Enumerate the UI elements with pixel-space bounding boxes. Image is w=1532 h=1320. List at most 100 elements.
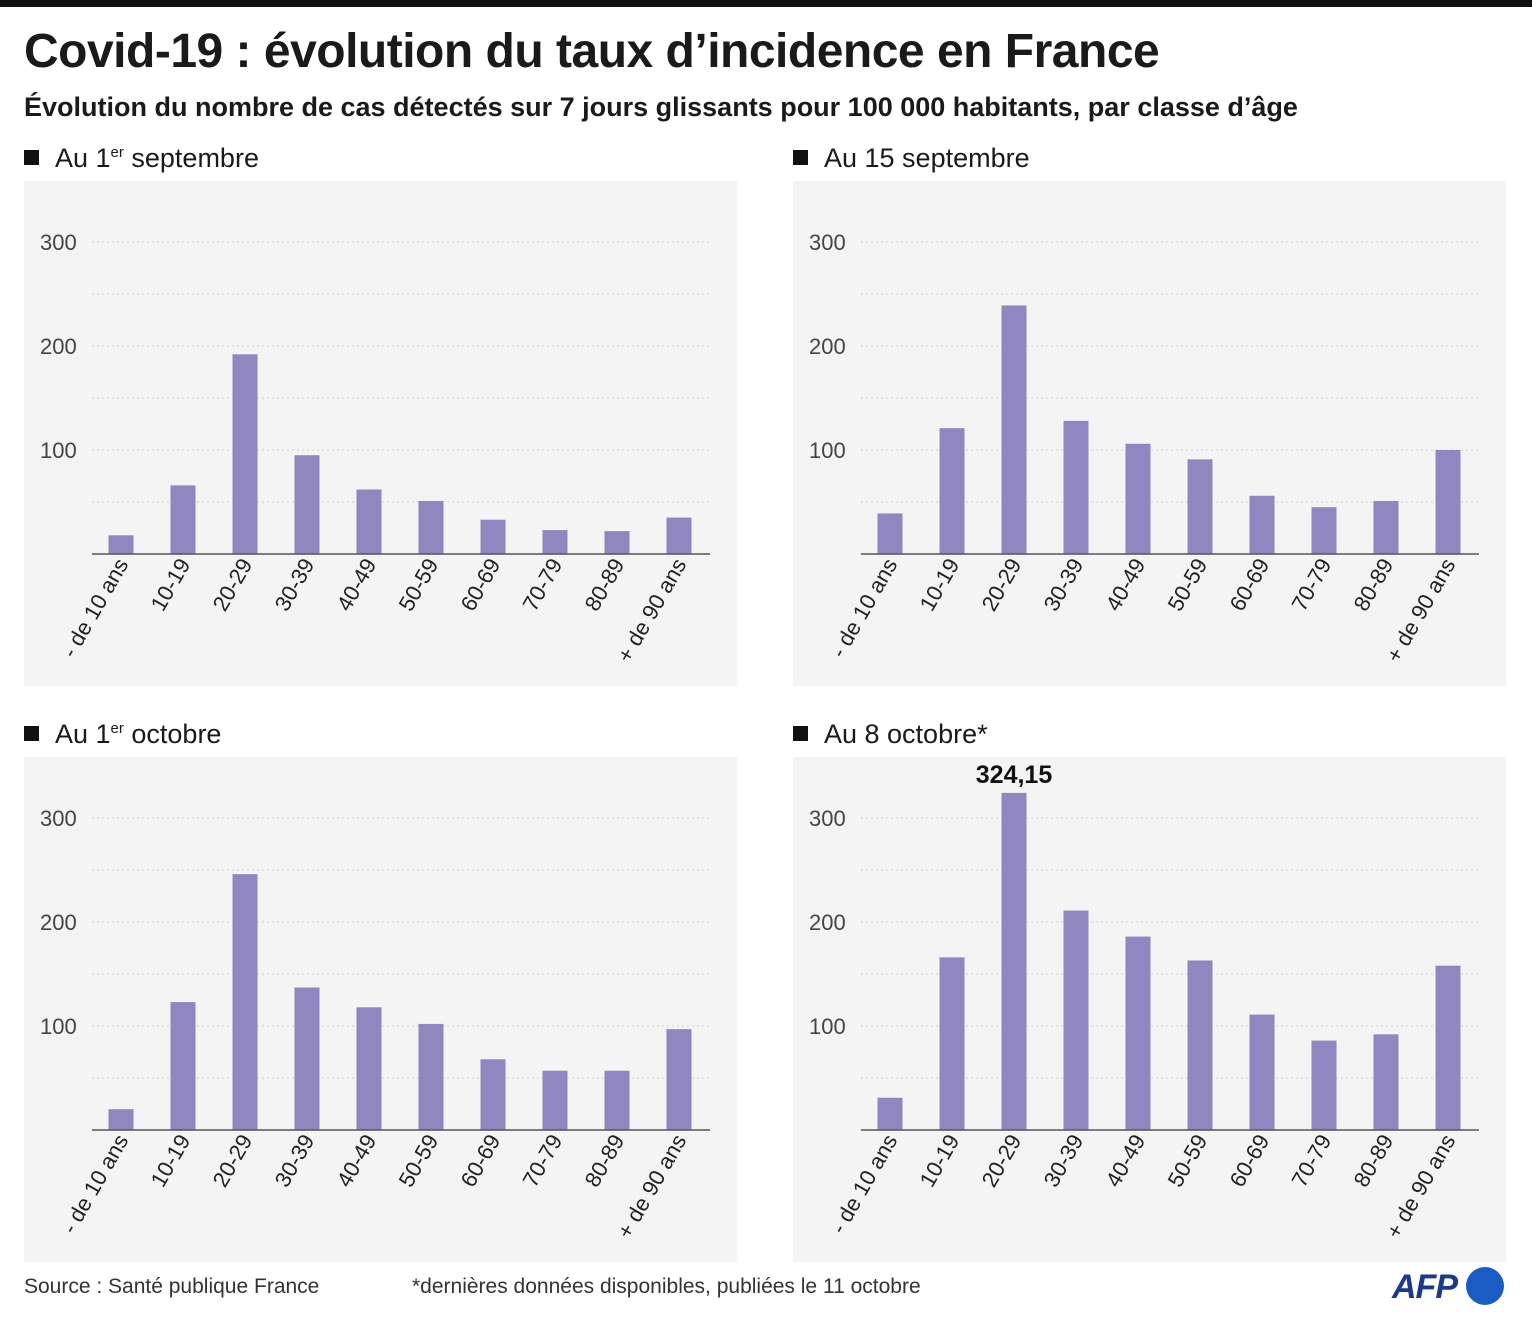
bar-20-29 — [1001, 305, 1027, 554]
x-tick-label: 40-49 — [1101, 554, 1151, 615]
bar-50-59 — [418, 1023, 444, 1130]
x-tick-label: 80-89 — [580, 554, 630, 615]
y-tick-label: 200 — [809, 334, 846, 359]
x-tick-label: - de 10 ans — [826, 1130, 903, 1238]
bar-chart-2: 100 200 300 - de 10 ans 10-19 20-29 30-39 40-49… — [809, 230, 1479, 667]
panel-title-2: Au 15 septembre — [793, 141, 1030, 175]
top-rule — [0, 0, 1532, 7]
x-tick-label: 30-39 — [1039, 1130, 1089, 1191]
panel-title-3: Au 1er octobre — [24, 717, 221, 751]
panel-title-1: Au 1er septembre — [24, 141, 259, 175]
x-tick-label: 60-69 — [1225, 554, 1275, 615]
x-tick-label: - de 10 ans — [57, 1130, 134, 1238]
chart-panel-4: 100 200 300 - de 10 ans 10-19 20-29 30-39 40-49… — [793, 757, 1506, 1262]
y-tick-label: 300 — [809, 230, 846, 255]
x-tick-label: 40-49 — [332, 554, 382, 615]
bar-30-39 — [1063, 910, 1089, 1130]
x-tick-label: 20-29 — [977, 1130, 1027, 1191]
chart-panel-3: 100 200 300 - de 10 ans 10-19 20-29 30-39 40-49… — [24, 757, 737, 1262]
bar-de-10-ans — [108, 1109, 134, 1130]
x-tick-label: 60-69 — [456, 554, 506, 615]
x-tick-label: - de 10 ans — [57, 554, 134, 662]
x-tick-label: 50-59 — [1163, 554, 1213, 615]
y-tick-label: 200 — [40, 334, 77, 359]
x-tick-label: 80-89 — [580, 1130, 630, 1191]
x-tick-label: 20-29 — [208, 554, 258, 615]
page-title: Covid-19 : évolution du taux d’incidence… — [24, 25, 1160, 78]
title-marker — [24, 150, 39, 165]
bar-de-10-ans — [877, 1097, 903, 1130]
bar-30-39 — [1063, 420, 1089, 554]
afp-logo-dot — [1466, 1267, 1504, 1305]
bar-10-19 — [170, 1002, 196, 1130]
bar-de-10-ans — [877, 513, 903, 554]
y-tick-label: 300 — [40, 806, 77, 831]
x-tick-label: 20-29 — [977, 554, 1027, 615]
y-tick-label: 100 — [40, 438, 77, 463]
page-subtitle: Évolution du nombre de cas détectés sur … — [24, 92, 1298, 122]
bar-50-59 — [1187, 459, 1213, 554]
bar-60-69 — [1249, 1014, 1275, 1130]
bar-70-79 — [1311, 1040, 1337, 1130]
x-tick-label: 10-19 — [915, 554, 965, 615]
bar-80-89 — [604, 1070, 630, 1130]
x-tick-label: 20-29 — [208, 1130, 258, 1191]
x-tick-label: 70-79 — [1287, 1130, 1337, 1191]
footnote: *dernières données disponibles, publiées… — [412, 1275, 921, 1298]
bar-40-49 — [356, 489, 382, 554]
x-tick-label: 40-49 — [1101, 1130, 1151, 1191]
bar-70-79 — [542, 530, 568, 554]
x-tick-label: 50-59 — [394, 554, 444, 615]
chart-panel-1: 100 200 300 - de 10 ans 10-19 20-29 30-39 40-49… — [24, 181, 737, 686]
bar-chart-1: 100 200 300 - de 10 ans 10-19 20-29 30-39 40-49… — [40, 230, 710, 667]
bar-60-69 — [1249, 495, 1275, 554]
bar-de-90-ans — [666, 1029, 692, 1130]
x-tick-label: 80-89 — [1349, 554, 1399, 615]
y-tick-label: 100 — [40, 1014, 77, 1039]
bar-70-79 — [1311, 507, 1337, 554]
bar-40-49 — [1125, 936, 1151, 1130]
x-tick-label: 10-19 — [146, 554, 196, 615]
bar-60-69 — [480, 1059, 506, 1130]
bar-80-89 — [1373, 1034, 1399, 1130]
bar-10-19 — [939, 957, 965, 1130]
x-tick-label: 50-59 — [394, 1130, 444, 1191]
x-tick-label: 50-59 — [1163, 1130, 1213, 1191]
x-tick-label: 60-69 — [1225, 1130, 1275, 1191]
bar-de-90-ans — [1435, 965, 1461, 1130]
title-marker — [24, 726, 39, 741]
x-tick-label: 30-39 — [270, 554, 320, 615]
x-tick-label: 40-49 — [332, 1130, 382, 1191]
bar-30-39 — [294, 987, 320, 1130]
bar-10-19 — [170, 485, 196, 554]
title-marker — [793, 726, 808, 741]
bar-de-90-ans — [1435, 450, 1461, 554]
bar-50-59 — [418, 500, 444, 554]
bar-40-49 — [356, 1007, 382, 1130]
bar-chart-4: 100 200 300 - de 10 ans 10-19 20-29 30-39 40-49… — [809, 761, 1479, 1243]
bar-20-29 — [232, 874, 258, 1130]
bar-30-39 — [294, 455, 320, 554]
source-note: Source : Santé publique France — [24, 1275, 320, 1298]
x-tick-label: 30-39 — [1039, 554, 1089, 615]
x-tick-label: 10-19 — [915, 1130, 965, 1191]
chart-panel-2: 100 200 300 - de 10 ans 10-19 20-29 30-39 40-49… — [793, 181, 1506, 686]
x-tick-label: 30-39 — [270, 1130, 320, 1191]
bar-chart-3: 100 200 300 - de 10 ans 10-19 20-29 30-39 40-49… — [40, 806, 710, 1243]
y-tick-label: 300 — [809, 806, 846, 831]
x-tick-label: 70-79 — [518, 1130, 568, 1191]
y-tick-label: 200 — [809, 910, 846, 935]
panel-title-4: Au 8 octobre* — [793, 717, 988, 751]
title-marker — [793, 150, 808, 165]
bar-80-89 — [604, 531, 630, 554]
bar-20-29 — [1001, 792, 1027, 1130]
bar-20-29 — [232, 354, 258, 554]
afp-logo: AFP — [1392, 1266, 1510, 1308]
y-tick-label: 100 — [809, 438, 846, 463]
bar-40-49 — [1125, 443, 1151, 554]
x-tick-label: 70-79 — [518, 554, 568, 615]
bar-de-10-ans — [108, 535, 134, 554]
x-tick-label: 60-69 — [456, 1130, 506, 1191]
bar-10-19 — [939, 428, 965, 554]
y-tick-label: 200 — [40, 910, 77, 935]
